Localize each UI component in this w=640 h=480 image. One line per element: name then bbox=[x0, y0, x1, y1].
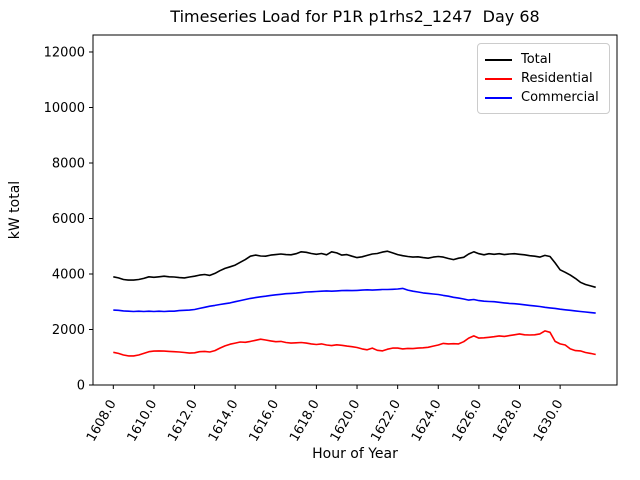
legend-label: Residential bbox=[521, 71, 593, 86]
legend-item-commercial: Commercial bbox=[485, 88, 602, 107]
legend-label: Total bbox=[521, 52, 552, 67]
x-tick-label: 1616.0 bbox=[247, 398, 283, 445]
y-tick-label: 4000 bbox=[52, 267, 85, 282]
x-tick-label: 1624.0 bbox=[409, 398, 445, 445]
legend-item-residential: Residential bbox=[485, 69, 602, 88]
legend-line-sample-commercial bbox=[485, 96, 512, 99]
x-tick-label: 1618.0 bbox=[287, 398, 323, 445]
x-tick-label: 1612.0 bbox=[165, 398, 201, 445]
series-line-commercial bbox=[113, 287, 596, 314]
x-tick-label: 1626.0 bbox=[450, 398, 486, 445]
chart-title: Timeseries Load for P1R p1rhs2_1247 Day … bbox=[170, 7, 540, 26]
axes-frame bbox=[92, 34, 618, 386]
x-tick-label: 1628.0 bbox=[490, 398, 526, 445]
y-tick-label: 8000 bbox=[52, 156, 85, 171]
series-line-total bbox=[113, 250, 596, 289]
y-tick-label: 2000 bbox=[52, 323, 85, 338]
y-tick-label: 12000 bbox=[44, 45, 85, 60]
x-tick-label: 1620.0 bbox=[328, 398, 364, 445]
x-axis-label: Hour of Year bbox=[312, 446, 398, 462]
legend-label: Commercial bbox=[521, 90, 599, 105]
y-tick-label: 0 bbox=[77, 379, 85, 394]
y-tick-label: 10000 bbox=[44, 101, 85, 116]
series-line-residential bbox=[113, 330, 596, 357]
x-tick-label: 1630.0 bbox=[531, 398, 567, 445]
y-tick-label: 6000 bbox=[52, 212, 85, 227]
legend-item-total: Total bbox=[485, 50, 602, 69]
legend: Total Residential Commercial bbox=[477, 43, 610, 114]
y-axis-label: kW total bbox=[7, 180, 23, 240]
legend-line-sample-residential bbox=[485, 77, 512, 80]
x-tick-label: 1622.0 bbox=[368, 398, 404, 445]
x-tick-label: 1608.0 bbox=[84, 398, 120, 445]
legend-line-sample-total bbox=[485, 58, 512, 61]
x-tick-label: 1610.0 bbox=[125, 398, 161, 445]
x-tick-label: 1614.0 bbox=[206, 398, 242, 445]
